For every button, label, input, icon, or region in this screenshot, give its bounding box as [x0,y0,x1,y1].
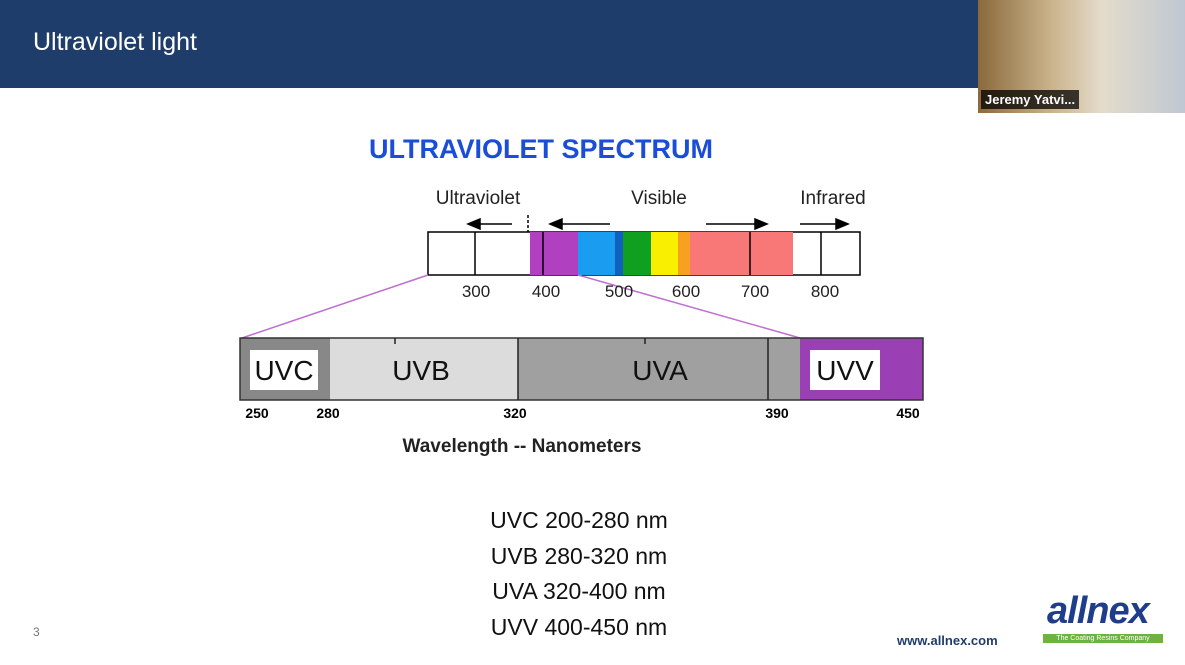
axis-label: Wavelength -- Nanometers [403,436,642,457]
band-tick: 320 [503,405,527,421]
band-label: UVC [254,355,313,386]
slide-title: Ultraviolet light [33,28,197,56]
range-list: UVC 200-280 nm UVB 280-320 nm UVA 320-400 … [430,503,728,645]
spectrum-tick: 800 [811,282,839,301]
figure-title: ULTRAVIOLET SPECTRUM [369,134,713,164]
spectrum-tick: 500 [605,282,633,301]
region-label: Infrared [800,188,865,209]
band-label: UVA [632,355,688,386]
range-item: UVB 280-320 nm [490,542,668,569]
region-label: Visible [631,188,687,209]
region-label: Ultraviolet [436,188,521,209]
spectrum-tick: 400 [532,282,560,301]
page-number: 3 [33,625,40,639]
spectrum-tick: 600 [672,282,700,301]
spectrum-tick: 700 [741,282,769,301]
band-tick: 450 [896,405,920,421]
range-item: UVC 200-280 nm [490,507,668,533]
footer-url[interactable]: www.allnex.com [897,633,998,648]
participant-name: Jeremy Yatvi... [981,90,1080,109]
spectrum-tick: 300 [462,282,490,301]
logo: allnex The Coating Resins Company [1043,590,1163,650]
band-label: UVB [392,355,450,386]
logo-tagline: The Coating Resins Company [1043,634,1163,643]
range-item: UVA 320-400 nm [492,578,666,604]
band-tick: 390 [765,405,789,421]
range-item: UVV 400-450 nm [490,613,668,640]
band-tick: 250 [245,405,269,421]
title-bar: Ultraviolet light [0,0,978,88]
band-label: UVV [816,355,874,386]
band-tick: 280 [316,405,340,421]
video-tile[interactable]: Jeremy Yatvi... [978,0,1185,113]
logo-name: allnex [1047,590,1150,632]
